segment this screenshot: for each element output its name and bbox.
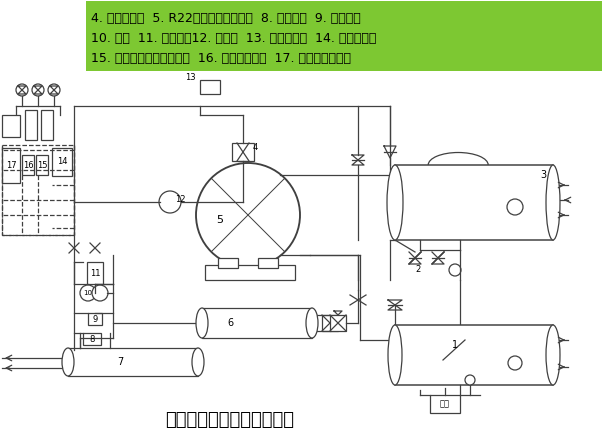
- Text: 3: 3: [540, 170, 546, 180]
- Text: 4: 4: [252, 143, 258, 152]
- Text: 15: 15: [37, 161, 47, 169]
- Bar: [25, 110, 37, 140]
- Circle shape: [32, 84, 44, 96]
- Text: 6: 6: [227, 318, 233, 328]
- Bar: [395, 165, 553, 240]
- Text: 2: 2: [416, 266, 420, 274]
- Bar: [41, 110, 53, 140]
- Bar: [218, 258, 238, 268]
- Text: 12: 12: [175, 196, 185, 204]
- Ellipse shape: [546, 165, 560, 240]
- Circle shape: [92, 285, 108, 301]
- Bar: [83, 333, 101, 345]
- Bar: [68, 348, 198, 376]
- Bar: [36, 155, 48, 175]
- Text: 17: 17: [5, 161, 16, 169]
- Bar: [52, 148, 72, 176]
- Bar: [202, 308, 312, 338]
- Ellipse shape: [546, 325, 560, 385]
- Text: 10. 油泵  11. 油精滤器12. 四通阀  13. 四通电磁阀  14. 油温控制器: 10. 油泵 11. 油精滤器12. 四通阀 13. 四通电磁阀 14. 油温控…: [91, 32, 376, 44]
- Text: 充氟: 充氟: [440, 400, 450, 409]
- Circle shape: [449, 264, 461, 276]
- Circle shape: [465, 375, 475, 385]
- Bar: [330, 315, 346, 331]
- Text: 10: 10: [83, 290, 92, 296]
- Text: 15. 精滤器前后压差控制器  16. 油压差控制器  17. 高低压力控制器: 15. 精滤器前后压差控制器 16. 油压差控制器 17. 高低压力控制器: [91, 51, 351, 64]
- Bar: [2, 148, 20, 183]
- Text: 16: 16: [23, 161, 33, 169]
- Circle shape: [80, 285, 96, 301]
- Bar: [87, 262, 103, 284]
- Ellipse shape: [62, 348, 74, 376]
- Circle shape: [48, 84, 60, 96]
- Circle shape: [507, 199, 523, 215]
- Bar: [86, 1, 602, 71]
- Text: 9: 9: [92, 314, 98, 324]
- Text: 螺杆式冷水机组工作示意图: 螺杆式冷水机组工作示意图: [165, 411, 295, 429]
- Bar: [2, 145, 74, 235]
- Circle shape: [16, 84, 28, 96]
- Text: 5: 5: [216, 215, 223, 225]
- Bar: [395, 325, 553, 385]
- Ellipse shape: [306, 308, 318, 338]
- Bar: [205, 265, 295, 280]
- Bar: [322, 315, 338, 331]
- Text: 7: 7: [117, 357, 123, 367]
- Circle shape: [196, 163, 300, 267]
- Bar: [232, 143, 254, 161]
- Text: 14: 14: [57, 158, 67, 166]
- Bar: [88, 313, 102, 325]
- Bar: [2, 115, 20, 137]
- Text: 13: 13: [185, 73, 195, 83]
- Bar: [258, 258, 278, 268]
- Text: 8: 8: [89, 334, 95, 343]
- Bar: [430, 395, 460, 413]
- Ellipse shape: [196, 308, 208, 338]
- Bar: [22, 155, 34, 175]
- Text: 4. 吸气过滤器  5. R22螺杆式制冷压缩机  8. 油粗滤器  9. 油调节阀: 4. 吸气过滤器 5. R22螺杆式制冷压缩机 8. 油粗滤器 9. 油调节阀: [91, 12, 361, 25]
- Ellipse shape: [192, 348, 204, 376]
- Bar: [200, 80, 220, 94]
- Ellipse shape: [387, 165, 403, 240]
- Circle shape: [508, 356, 522, 370]
- Ellipse shape: [388, 325, 402, 385]
- Text: 11: 11: [90, 269, 100, 277]
- Circle shape: [159, 191, 181, 213]
- Text: 1: 1: [452, 340, 458, 350]
